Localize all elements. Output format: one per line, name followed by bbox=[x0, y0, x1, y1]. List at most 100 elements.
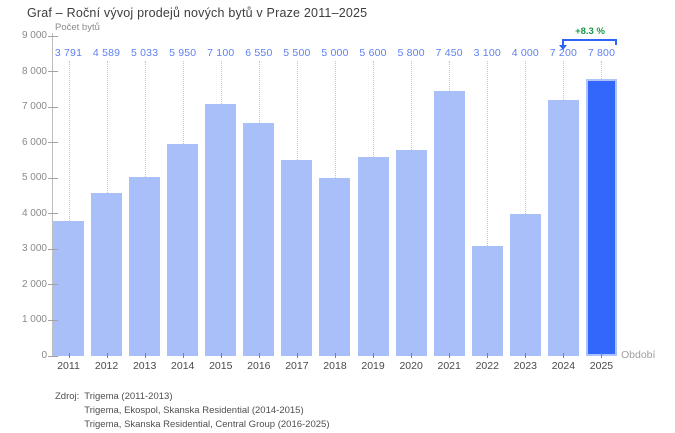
value-guide-dotted-line bbox=[68, 61, 70, 222]
value-guide-dotted-line bbox=[106, 61, 108, 193]
x-tick bbox=[296, 353, 298, 358]
y-tick-label: 1 000 bbox=[21, 314, 47, 326]
source-label: Zdroj: bbox=[55, 391, 80, 402]
chart-title: Graf – Roční vývoj prodejů nových bytů v… bbox=[27, 6, 368, 20]
y-tick-label: 6 000 bbox=[21, 136, 47, 148]
value-guide-dotted-line bbox=[220, 61, 222, 104]
year-label: 2016 bbox=[247, 360, 271, 372]
y-tick-label: 2 000 bbox=[21, 278, 47, 290]
bar-value-label: 3 791 bbox=[54, 47, 83, 59]
x-tick bbox=[182, 353, 184, 358]
bar-value-label: 7 100 bbox=[207, 47, 235, 59]
x-tick bbox=[144, 353, 146, 358]
y-tick bbox=[48, 319, 58, 321]
source-note: Zdroj: Trigema (2011-2013) Trigema, Ekosp… bbox=[55, 390, 329, 432]
x-tick bbox=[449, 353, 451, 358]
x-tick bbox=[373, 353, 375, 358]
x-tick bbox=[334, 353, 336, 358]
bar-value-label: 5 500 bbox=[283, 47, 311, 59]
value-guide-dotted-line bbox=[182, 61, 184, 145]
y-tick-label: 5 000 bbox=[21, 172, 47, 184]
bar-2014 bbox=[167, 144, 199, 356]
year-label: 2019 bbox=[361, 360, 385, 372]
bar-2012 bbox=[91, 192, 123, 356]
value-guide-dotted-line bbox=[144, 61, 146, 178]
y-tick bbox=[48, 35, 58, 37]
year-label: 2015 bbox=[209, 360, 233, 372]
bar-2020 bbox=[395, 149, 427, 356]
bar-2017 bbox=[281, 160, 313, 356]
y-tick bbox=[48, 71, 58, 73]
y-tick bbox=[48, 355, 58, 357]
x-tick bbox=[106, 353, 108, 358]
value-guide-dotted-line bbox=[373, 61, 375, 157]
bar-2022 bbox=[471, 245, 503, 356]
growth-bracket-left-leg bbox=[562, 39, 564, 45]
bar-value-label: 6 550 bbox=[245, 47, 273, 59]
year-label: 2023 bbox=[513, 360, 537, 372]
y-tick-label: 9 000 bbox=[21, 30, 47, 41]
y-tick bbox=[48, 213, 58, 215]
bar-value-label: 7 200 bbox=[549, 47, 578, 59]
value-guide-dotted-line bbox=[334, 61, 336, 179]
bar-value-label: 4 589 bbox=[92, 47, 121, 59]
year-label: 2011 bbox=[57, 360, 80, 372]
bar-2025 bbox=[585, 78, 617, 356]
x-tick bbox=[601, 353, 603, 358]
x-axis-title: Období bbox=[621, 349, 656, 361]
growth-arrow-icon bbox=[559, 45, 567, 50]
x-tick bbox=[411, 353, 413, 358]
x-tick bbox=[487, 353, 489, 358]
year-label: 2022 bbox=[475, 360, 499, 372]
bar-2011 bbox=[53, 221, 84, 356]
bar-2015 bbox=[205, 103, 237, 356]
y-axis-line bbox=[52, 33, 53, 357]
year-label: 2014 bbox=[171, 360, 195, 372]
bar-value-label: 5 950 bbox=[169, 47, 197, 59]
source-line: Trigema, Skanska Residential, Central Gr… bbox=[84, 419, 330, 430]
bar-2018 bbox=[319, 178, 351, 356]
source-line: Trigema (2011-2013) bbox=[84, 391, 173, 402]
y-tick bbox=[48, 284, 58, 286]
x-tick bbox=[220, 353, 222, 358]
value-guide-dotted-line bbox=[411, 61, 413, 150]
bar-value-label: 7 450 bbox=[435, 47, 463, 59]
year-label: 2024 bbox=[551, 360, 576, 372]
growth-bracket-right-leg bbox=[615, 39, 617, 45]
bar-2021 bbox=[433, 91, 465, 356]
year-label: 2025 bbox=[589, 360, 614, 372]
bar-value-label: 7 800 bbox=[587, 47, 616, 59]
y-tick bbox=[48, 142, 58, 144]
y-axis-title: Počet bytů bbox=[55, 22, 100, 33]
bar-value-label: 5 033 bbox=[130, 47, 159, 59]
x-tick bbox=[258, 353, 260, 358]
y-tick-label: 7 000 bbox=[21, 101, 47, 113]
value-guide-dotted-line bbox=[296, 61, 298, 161]
x-tick bbox=[563, 353, 565, 358]
y-tick-label: 0 bbox=[41, 350, 47, 361]
bar-value-label: 4 000 bbox=[511, 47, 539, 59]
y-tick-label: 4 000 bbox=[21, 207, 47, 219]
value-guide-dotted-line bbox=[525, 61, 527, 214]
bar-2024 bbox=[547, 100, 579, 356]
x-tick bbox=[68, 353, 70, 358]
year-label: 2017 bbox=[285, 360, 309, 372]
bar-2019 bbox=[357, 156, 389, 356]
year-label: 2021 bbox=[437, 360, 461, 372]
value-guide-dotted-line bbox=[601, 61, 603, 79]
bar-2016 bbox=[243, 123, 275, 356]
value-guide-dotted-line bbox=[563, 61, 565, 100]
y-tick bbox=[48, 248, 58, 250]
y-tick-label: 3 000 bbox=[21, 243, 47, 255]
value-guide-dotted-line bbox=[449, 61, 451, 92]
year-label: 2012 bbox=[94, 360, 119, 372]
bar-value-label: 5 000 bbox=[321, 47, 349, 59]
value-guide-dotted-line bbox=[487, 61, 489, 246]
bar-value-label: 5 800 bbox=[397, 47, 425, 59]
x-tick bbox=[525, 353, 527, 358]
source-line: Trigema, Ekospol, Skanska Residential (2… bbox=[84, 405, 304, 416]
bar-2013 bbox=[129, 177, 161, 356]
bar-value-label: 3 100 bbox=[473, 47, 501, 59]
bar-value-label: 5 600 bbox=[359, 47, 387, 59]
